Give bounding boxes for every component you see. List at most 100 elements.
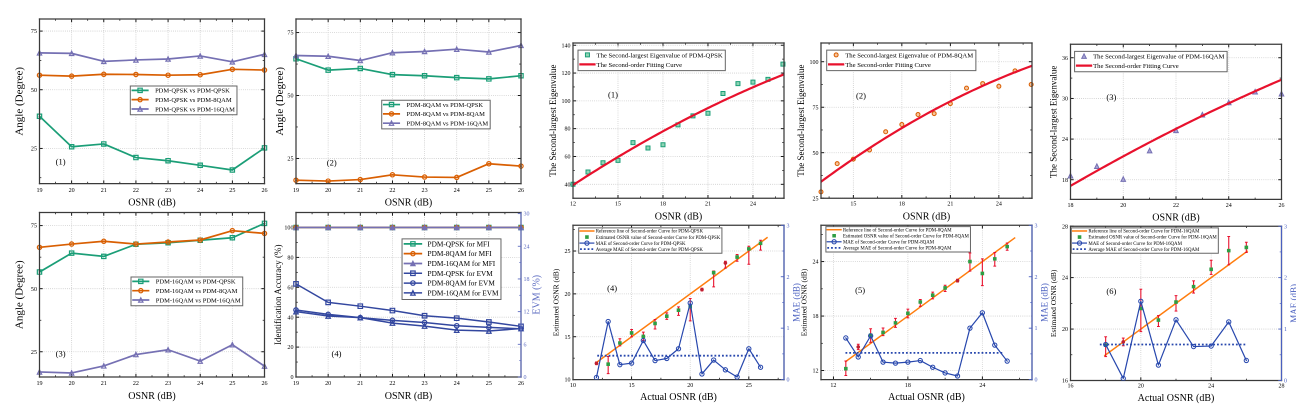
svg-text:Actual OSNR (dB): Actual OSNR (dB) xyxy=(1138,393,1215,404)
svg-text:The Second-largest Eigenvalue: The Second-largest Eigenvalue xyxy=(548,64,558,176)
svg-text:(2): (2) xyxy=(327,157,337,167)
svg-text:24: 24 xyxy=(197,188,203,194)
svg-text:The Second-order Fitting Curve: The Second-order Fitting Curve xyxy=(845,62,931,69)
svg-text:12: 12 xyxy=(830,383,836,389)
svg-text:PDM-8QAM vs PDM-8QAM: PDM-8QAM vs PDM-8QAM xyxy=(406,111,485,118)
svg-text:80: 80 xyxy=(565,127,571,133)
svg-text:1: 1 xyxy=(787,326,790,332)
svg-text:Angle (Degree): Angle (Degree) xyxy=(274,67,286,136)
svg-text:Average MAE of Second-order Cu: Average MAE of Second-order Curve for PD… xyxy=(843,247,952,252)
svg-text:6: 6 xyxy=(524,342,527,348)
svg-text:0: 0 xyxy=(787,378,790,384)
svg-text:40: 40 xyxy=(287,315,293,321)
svg-text:PDM-8QAM vs PDM-QPSK: PDM-8QAM vs PDM-QPSK xyxy=(406,102,483,109)
svg-text:Estimated OSNR (dB): Estimated OSNR (dB) xyxy=(1049,269,1058,337)
svg-text:25: 25 xyxy=(287,157,293,163)
svg-text:Average MAE of Second-order Cu: Average MAE of Second-order Curve for PD… xyxy=(596,248,704,253)
svg-text:25: 25 xyxy=(746,383,752,389)
svg-text:25: 25 xyxy=(486,188,492,194)
svg-text:MAE (dB): MAE (dB) xyxy=(792,283,802,322)
svg-text:20: 20 xyxy=(565,292,571,298)
svg-text:Estimated OSNR (dB): Estimated OSNR (dB) xyxy=(551,268,560,336)
svg-text:20: 20 xyxy=(287,345,293,351)
svg-text:2: 2 xyxy=(1284,276,1287,282)
svg-text:20: 20 xyxy=(1138,384,1144,390)
svg-text:21: 21 xyxy=(101,381,107,387)
svg-text:The Second-largest Eigenvalue: The Second-largest Eigenvalue of PDM-8QA… xyxy=(845,52,973,59)
svg-text:The Second-largest Eigenvalue: The Second-largest Eigenvalue of PDM-16Q… xyxy=(1093,53,1224,60)
svg-text:21: 21 xyxy=(357,188,363,194)
svg-text:24: 24 xyxy=(454,188,460,194)
svg-text:0: 0 xyxy=(1284,379,1287,385)
svg-text:Estimated OSNR value of Second: Estimated OSNR value of Second-order Cur… xyxy=(596,236,721,241)
svg-text:0: 0 xyxy=(290,375,293,381)
svg-text:23: 23 xyxy=(165,188,171,194)
svg-text:15: 15 xyxy=(565,335,571,341)
svg-text:50: 50 xyxy=(31,88,37,94)
svg-text:24: 24 xyxy=(996,202,1002,208)
svg-text:75: 75 xyxy=(287,31,293,37)
svg-text:(2): (2) xyxy=(856,91,866,101)
svg-text:50: 50 xyxy=(813,151,819,157)
svg-text:The Second-largest Eigenvalue: The Second-largest Eigenvalue of PDM-QPS… xyxy=(596,52,722,59)
svg-text:22: 22 xyxy=(133,381,139,387)
svg-text:50: 50 xyxy=(287,94,293,100)
svg-text:26: 26 xyxy=(518,188,524,194)
svg-text:3: 3 xyxy=(787,223,790,229)
svg-text:26: 26 xyxy=(1279,203,1285,209)
svg-text:3: 3 xyxy=(1284,224,1287,230)
svg-text:Reference line of Second-order: Reference line of Second-order Curve for… xyxy=(1088,230,1200,235)
svg-text:Estimated OSNR value of Second: Estimated OSNR value of Second-order Cur… xyxy=(1088,236,1217,241)
svg-text:3: 3 xyxy=(1035,223,1038,229)
svg-text:19: 19 xyxy=(36,188,42,194)
svg-text:75: 75 xyxy=(31,29,37,35)
svg-text:MAE of Second-order Curve for: MAE of Second-order Curve for PDM-QPSK xyxy=(596,242,686,247)
svg-text:OSNR (dB): OSNR (dB) xyxy=(385,198,433,209)
svg-text:20: 20 xyxy=(1120,203,1126,209)
svg-text:19: 19 xyxy=(293,188,299,194)
svg-text:24: 24 xyxy=(454,381,460,387)
svg-text:Average MAE of Second-order Cu: Average MAE of Second-order Curve for PD… xyxy=(1088,248,1200,253)
svg-text:23: 23 xyxy=(422,381,428,387)
svg-text:0: 0 xyxy=(1035,378,1038,384)
svg-text:16: 16 xyxy=(1068,384,1074,390)
svg-text:PDM-QPSK for MFI: PDM-QPSK for MFI xyxy=(428,239,491,248)
svg-text:60: 60 xyxy=(565,155,571,161)
svg-text:20: 20 xyxy=(69,381,75,387)
svg-text:PDM-QPSK vs PDM-16QAM: PDM-QPSK vs PDM-16QAM xyxy=(155,106,235,113)
svg-text:75: 75 xyxy=(813,105,819,111)
svg-text:12: 12 xyxy=(524,310,530,316)
svg-text:12: 12 xyxy=(570,202,576,208)
svg-text:18: 18 xyxy=(899,202,905,208)
svg-text:(1): (1) xyxy=(56,156,66,166)
svg-text:20: 20 xyxy=(325,188,331,194)
svg-text:75: 75 xyxy=(31,224,37,230)
svg-text:10: 10 xyxy=(565,378,571,384)
svg-text:24: 24 xyxy=(1062,276,1068,282)
svg-text:24: 24 xyxy=(1208,384,1214,390)
svg-text:Identification Accuracy (%): Identification Accuracy (%) xyxy=(273,245,283,345)
svg-text:100: 100 xyxy=(284,226,293,232)
svg-text:0: 0 xyxy=(524,375,527,381)
svg-text:120: 120 xyxy=(562,71,571,77)
svg-text:OSNR (dB): OSNR (dB) xyxy=(655,211,703,222)
svg-text:21: 21 xyxy=(705,202,711,208)
svg-text:30: 30 xyxy=(524,212,530,218)
svg-text:19: 19 xyxy=(293,381,299,387)
svg-text:18: 18 xyxy=(905,383,911,389)
svg-text:(4): (4) xyxy=(332,348,342,358)
svg-text:PDM-16QAM vs PDM-16QAM: PDM-16QAM vs PDM-16QAM xyxy=(156,297,241,304)
svg-text:OSNR (dB): OSNR (dB) xyxy=(128,391,176,402)
svg-text:(5): (5) xyxy=(855,285,865,295)
svg-text:18: 18 xyxy=(813,314,819,320)
svg-text:80: 80 xyxy=(287,255,293,261)
svg-text:24: 24 xyxy=(750,202,756,208)
svg-text:PDM-16QAM vs PDM-8QAM: PDM-16QAM vs PDM-8QAM xyxy=(156,288,238,295)
svg-text:Angle (Degree): Angle (Degree) xyxy=(14,260,26,329)
svg-text:MAE of Second-order Curve for: MAE of Second-order Curve for PDM-16QAM xyxy=(1088,242,1182,247)
svg-text:Estimated OSNR value of Second: Estimated OSNR value of Second-order Cur… xyxy=(843,234,970,239)
svg-text:60: 60 xyxy=(287,285,293,291)
svg-text:PDM-16QAM for EVM: PDM-16QAM for EVM xyxy=(428,288,499,297)
svg-text:25: 25 xyxy=(229,381,235,387)
svg-text:(6): (6) xyxy=(1106,286,1116,296)
